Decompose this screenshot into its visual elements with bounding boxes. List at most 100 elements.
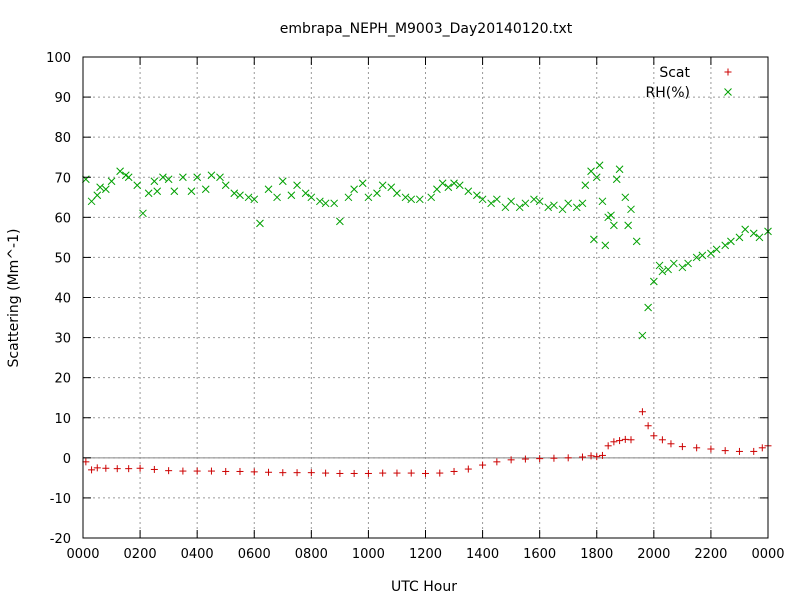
data-point: [581, 181, 590, 190]
data-point: [101, 185, 110, 194]
data-point: [207, 171, 216, 180]
data-point: [336, 217, 344, 226]
data-point: [150, 465, 158, 473]
y-tick-label: 60: [54, 211, 71, 226]
data-point: [750, 447, 758, 455]
data-point: [139, 209, 147, 218]
data-point: [293, 181, 301, 190]
data-point: [287, 191, 296, 200]
data-point: [256, 219, 264, 228]
data-point: [221, 181, 230, 190]
data-point: [735, 233, 744, 242]
data-point: [113, 465, 121, 473]
data-point: [587, 452, 595, 460]
data-point: [587, 167, 595, 176]
data-point: [692, 253, 701, 262]
data-point: [455, 181, 464, 190]
data-point: [473, 191, 481, 200]
y-axis-title: Scattering (Mm^-1): [6, 229, 22, 368]
x-tick-label: 1800: [580, 547, 613, 562]
data-point: [478, 195, 487, 204]
data-point: [479, 461, 487, 469]
data-point: [610, 438, 618, 446]
data-point: [621, 193, 630, 202]
data-point: [507, 197, 515, 206]
data-point: [501, 203, 510, 212]
data-point: [669, 259, 678, 268]
data-point: [93, 464, 101, 472]
x-tick-label: 1600: [523, 547, 556, 562]
data-point: [444, 183, 453, 192]
x-tick-label: 2000: [637, 547, 670, 562]
data-point: [627, 205, 635, 214]
data-point: [301, 189, 310, 198]
data-point: [438, 179, 447, 188]
data-point: [307, 469, 315, 477]
data-point: [344, 193, 353, 202]
data-point: [153, 187, 162, 196]
data-point: [741, 225, 750, 234]
series-scat: [82, 408, 772, 477]
data-point: [401, 193, 410, 202]
data-point: [578, 199, 587, 208]
data-point: [415, 195, 424, 204]
data-point: [433, 185, 441, 194]
data-point: [572, 203, 581, 212]
data-point: [735, 447, 743, 455]
x-axis-title: UTC Hour: [391, 579, 457, 595]
data-point: [82, 458, 90, 466]
data-point: [136, 464, 144, 472]
data-point: [350, 185, 358, 194]
data-point: [616, 437, 624, 445]
data-point: [187, 187, 196, 196]
data-point: [521, 199, 530, 208]
data-point: [450, 467, 458, 475]
data-point: [755, 233, 764, 242]
data-point: [150, 177, 159, 186]
tick-layer: -20 -10 0 10 20 30 40 50 60 70 80 90 100 0000 0200 0400…: [46, 51, 784, 562]
y-tick-label: 20: [54, 372, 71, 387]
data-point: [278, 177, 287, 186]
x-tick-label: 0800: [295, 547, 328, 562]
data-point: [201, 185, 210, 194]
legend: Scat RH(%): [646, 65, 732, 101]
data-point: [193, 467, 201, 475]
data-point: [293, 469, 301, 477]
data-point: [179, 173, 187, 182]
data-point: [407, 195, 416, 204]
data-point: [578, 453, 586, 461]
data-point: [604, 442, 612, 450]
data-point: [336, 469, 344, 477]
y-tick-label: 10: [54, 412, 71, 427]
data-point: [250, 195, 259, 204]
data-point: [236, 467, 244, 475]
data-point: [649, 277, 658, 286]
data-point: [693, 444, 701, 452]
y-tick-label: 0: [63, 452, 71, 467]
data-point: [658, 267, 667, 276]
data-point: [165, 467, 173, 475]
data-point: [244, 193, 253, 202]
data-point: [179, 467, 187, 475]
data-point: [650, 432, 658, 440]
data-point: [407, 469, 415, 477]
data-point: [592, 173, 601, 182]
data-point: [601, 241, 610, 250]
data-point: [493, 458, 501, 466]
data-point: [698, 251, 707, 260]
data-point: [564, 454, 572, 462]
data-point: [598, 451, 606, 459]
data-point: [364, 469, 372, 477]
data-point: [721, 447, 729, 455]
y-tick-label: 30: [54, 332, 71, 347]
data-point: [230, 189, 239, 198]
data-point: [607, 211, 615, 220]
data-point: [530, 195, 538, 204]
data-point: [464, 187, 473, 196]
data-point: [678, 443, 686, 451]
data-point: [627, 436, 635, 444]
data-point: [193, 173, 202, 182]
legend-marker: [724, 88, 732, 96]
